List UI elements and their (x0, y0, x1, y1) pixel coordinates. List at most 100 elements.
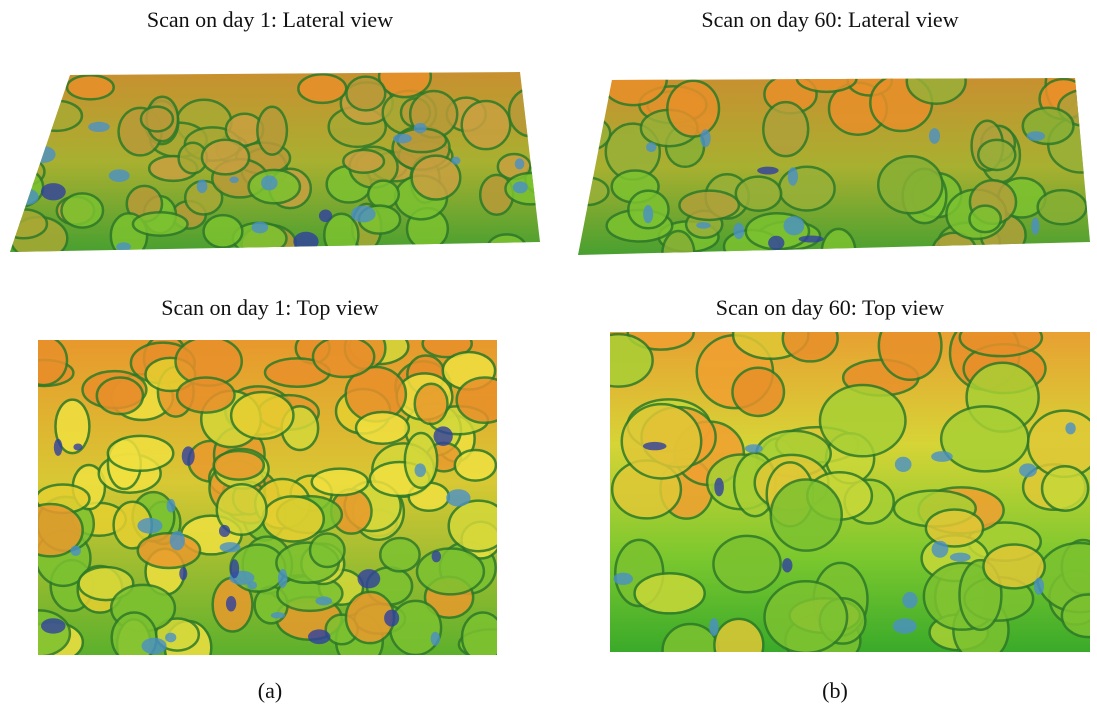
void (515, 158, 525, 169)
void (384, 610, 399, 627)
void (733, 223, 744, 239)
aggregate (820, 385, 906, 456)
void (929, 128, 940, 144)
void (351, 206, 376, 223)
aggregate (312, 469, 368, 496)
void (271, 612, 285, 618)
aggregate (941, 406, 1028, 471)
aggregate (257, 107, 287, 155)
page: {"panels": [ {"label": "(a)", "views": [… (0, 0, 1097, 725)
void (230, 559, 239, 578)
void (70, 546, 81, 556)
aggregate (67, 75, 114, 99)
aggregate (356, 412, 409, 444)
aggregate (714, 619, 763, 671)
void (278, 569, 287, 588)
aggregate (600, 52, 667, 105)
void (226, 596, 236, 611)
void (700, 129, 710, 147)
aggregate (313, 336, 374, 377)
void (220, 542, 241, 552)
aggregate (368, 181, 399, 208)
void (41, 618, 66, 633)
view-title: Scan on day 1: Top view (161, 295, 379, 320)
aggregate (405, 433, 437, 488)
aggregate (449, 501, 509, 552)
void (1027, 131, 1045, 141)
void (696, 222, 710, 229)
void (757, 167, 778, 175)
aggregate (879, 311, 942, 380)
aggregate (231, 392, 293, 439)
void (170, 531, 185, 550)
view-title: Scan on day 60: Top view (716, 295, 945, 320)
void (73, 443, 82, 450)
void (513, 181, 528, 193)
aggregate (0, 209, 46, 238)
panel-label: (a) (258, 678, 282, 703)
aggregate (713, 536, 780, 592)
void (179, 567, 187, 580)
aggregate (1038, 190, 1087, 224)
aggregate (0, 106, 46, 128)
void (446, 489, 470, 506)
aggregate (771, 480, 842, 551)
aggregate (736, 177, 781, 211)
void (643, 442, 666, 450)
void (109, 169, 130, 182)
void (308, 629, 330, 644)
void (783, 216, 804, 235)
aggregate (907, 58, 966, 103)
figure: Scan on day 1: Lateral view Scan on day … (0, 0, 1097, 725)
void (799, 235, 824, 242)
aggregate (667, 81, 719, 137)
aggregate (960, 319, 1042, 356)
aggregate (969, 206, 1000, 233)
aggregate (380, 538, 419, 571)
void (932, 541, 949, 558)
aggregate (732, 368, 784, 416)
void (41, 183, 66, 200)
void (432, 551, 442, 563)
void (414, 123, 427, 133)
aggregate (797, 65, 857, 92)
void (137, 518, 162, 534)
void (54, 439, 63, 456)
void (788, 167, 798, 185)
void (893, 618, 917, 633)
aggregate (298, 74, 346, 103)
void (358, 569, 381, 588)
aggregate (462, 613, 504, 662)
aggregate (343, 150, 384, 173)
void (613, 573, 633, 585)
aggregate (61, 193, 103, 227)
void (142, 638, 167, 654)
aggregate (978, 140, 1015, 170)
aggregate (417, 548, 484, 594)
aggregate (214, 451, 264, 480)
aggregate (584, 334, 652, 387)
void (431, 632, 440, 646)
aggregate (177, 377, 234, 412)
aggregate (415, 384, 448, 424)
aggregate (455, 450, 496, 481)
void (261, 175, 278, 190)
aggregate (390, 601, 441, 655)
void (643, 205, 653, 223)
aggregate (764, 581, 847, 653)
void (165, 633, 176, 643)
void (182, 446, 195, 466)
aggregate (141, 107, 173, 132)
aggregate (310, 534, 345, 568)
view-title: Scan on day 1: Lateral view (147, 7, 393, 32)
panel-label: (b) (822, 678, 848, 703)
void (229, 176, 238, 183)
aggregate (563, 116, 610, 150)
void (782, 558, 792, 572)
void (745, 444, 763, 453)
void (393, 134, 412, 144)
void (646, 142, 657, 152)
void (709, 618, 719, 636)
void (15, 189, 39, 206)
aggregate (462, 101, 511, 149)
